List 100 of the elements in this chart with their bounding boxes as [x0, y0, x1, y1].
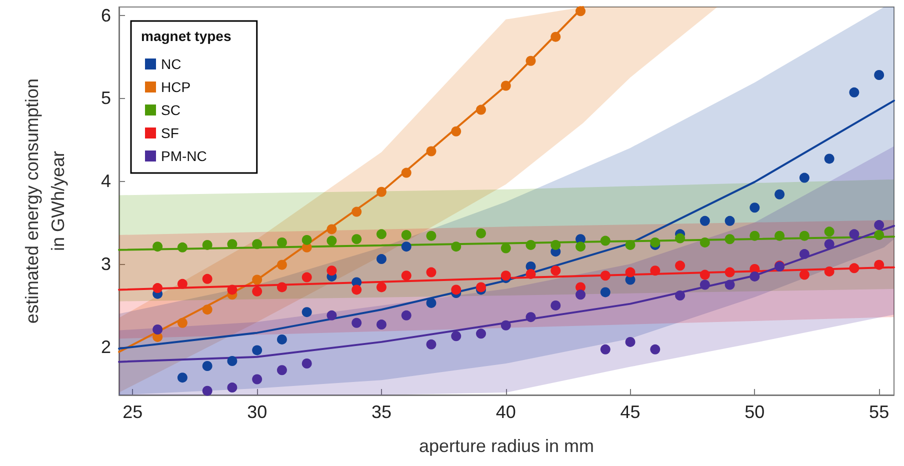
point: [177, 372, 188, 383]
point: [376, 254, 386, 264]
point: [152, 242, 163, 252]
point: [600, 270, 610, 281]
point: [500, 270, 511, 281]
point: [650, 344, 660, 354]
point: [352, 318, 362, 328]
point: [799, 172, 810, 183]
point: [824, 266, 834, 276]
point: [451, 284, 462, 295]
x-tick-label: 30: [247, 402, 268, 422]
x-axis-title: aperture radius in mm: [418, 436, 594, 456]
point: [202, 274, 212, 284]
point: [426, 230, 436, 241]
point: [202, 240, 212, 250]
legend-label: SF: [161, 125, 179, 141]
point: [352, 206, 362, 217]
point: [401, 310, 412, 320]
point: [774, 189, 785, 200]
point: [675, 290, 686, 301]
point: [526, 56, 536, 66]
point: [426, 298, 436, 308]
point: [550, 32, 561, 42]
point: [874, 230, 884, 240]
point: [202, 386, 212, 396]
point: [824, 226, 834, 237]
point: [401, 168, 412, 178]
point: [550, 240, 561, 250]
point: [576, 242, 586, 252]
x-tick-label: 55: [869, 402, 890, 422]
x-tick-label: 50: [744, 402, 765, 422]
point: [750, 271, 760, 282]
y-tick-label: 4: [100, 171, 111, 192]
point: [625, 336, 636, 347]
point: [874, 220, 884, 230]
point: [625, 240, 636, 250]
line-series: [118, 100, 895, 350]
point: [401, 230, 412, 240]
point: [874, 260, 884, 270]
point: [352, 284, 362, 295]
point: [177, 242, 188, 252]
point: [476, 104, 486, 115]
point: [650, 266, 660, 276]
point: [376, 282, 386, 292]
point: [252, 374, 262, 384]
point: [476, 228, 486, 238]
point: [252, 286, 262, 296]
point: [550, 266, 561, 276]
point: [550, 300, 561, 310]
point: [824, 154, 834, 164]
point: [600, 287, 610, 298]
point: [874, 70, 884, 80]
point: [500, 80, 511, 91]
point: [401, 242, 412, 252]
point: [700, 280, 710, 290]
point: [675, 260, 686, 271]
point: [500, 243, 511, 254]
point: [799, 230, 810, 241]
point: [376, 229, 386, 240]
point: [376, 186, 386, 197]
point: [451, 126, 462, 136]
point: [625, 267, 636, 278]
point: [476, 328, 486, 339]
point: [576, 290, 586, 300]
point: [376, 320, 386, 330]
point: [724, 280, 735, 290]
point: [227, 356, 238, 366]
x-tick-label: 25: [122, 402, 143, 422]
point: [476, 282, 486, 292]
x-tick-label: 40: [496, 402, 516, 422]
point: [326, 266, 337, 276]
legend-label: NC: [161, 56, 182, 72]
point: [276, 237, 287, 248]
x-tick-label: 35: [371, 402, 392, 422]
point: [700, 216, 710, 226]
point: [774, 230, 785, 241]
point: [824, 239, 834, 250]
point: [326, 310, 337, 320]
point: [849, 229, 860, 240]
point: [252, 345, 262, 356]
legend-label: PM-NC: [161, 148, 207, 164]
point: [177, 278, 188, 289]
legend-title: magnet types: [141, 28, 232, 44]
point: [152, 324, 163, 334]
legend-label: SC: [161, 102, 180, 118]
point: [675, 233, 686, 244]
point: [724, 234, 735, 244]
point: [750, 230, 760, 241]
point: [526, 240, 536, 250]
point: [276, 334, 287, 344]
point: [276, 365, 287, 376]
point: [352, 234, 362, 244]
point: [252, 274, 262, 285]
point: [576, 6, 586, 16]
point: [202, 304, 212, 315]
point: [700, 270, 710, 280]
legend-label: HCP: [161, 79, 191, 95]
point: [302, 307, 312, 318]
point: [426, 146, 436, 156]
point: [750, 202, 760, 213]
